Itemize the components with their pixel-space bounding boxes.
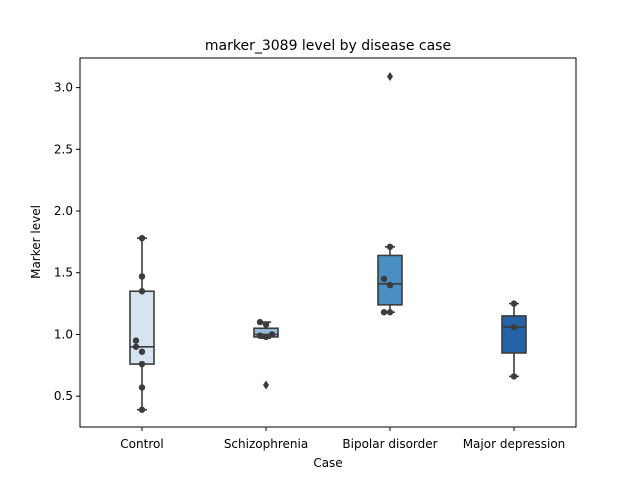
data-point: [380, 309, 388, 316]
data-point: [386, 309, 394, 316]
iqr-box: [501, 315, 527, 354]
y-tick-label: 1.5: [54, 266, 73, 280]
x-tick-label: Control: [120, 437, 163, 451]
box-schizophrenia: [253, 321, 279, 390]
x-axis: Control Schizophrenia Bipolar disorder Majo…: [120, 427, 565, 451]
data-point: [138, 273, 146, 280]
y-axis: 0.5 1.0 1.5 2.0 2.5 3.0: [54, 81, 80, 403]
x-tick-label: Schizophrenia: [224, 437, 308, 451]
swarm-points: [510, 300, 518, 380]
data-point: [510, 323, 518, 331]
outlier-marker: [387, 72, 393, 82]
data-point: [138, 406, 146, 413]
x-tick-label: Major depression: [463, 437, 566, 451]
box-major-depression: [501, 302, 527, 378]
y-tick-label: 1.0: [54, 327, 73, 341]
y-tick-label: 0.5: [54, 389, 73, 403]
swarm-points: [380, 243, 394, 316]
data-point: [386, 281, 394, 289]
y-tick-label: 2.5: [54, 142, 73, 156]
y-tick-label: 3.0: [54, 81, 73, 95]
plot-frame: [79, 57, 577, 428]
data-point: [256, 332, 264, 339]
y-tick-label: 2.0: [54, 204, 73, 218]
data-point: [132, 343, 140, 350]
box-bipolar-disorder: [377, 72, 403, 314]
swarm-points: [132, 234, 146, 413]
data-point: [386, 243, 394, 251]
data-point: [268, 331, 276, 338]
outlier-marker: [263, 380, 269, 390]
data-point: [138, 234, 146, 242]
plot-marks: [129, 72, 527, 413]
y-axis-label: Marker level: [29, 205, 43, 279]
data-point: [380, 275, 388, 283]
data-point: [262, 333, 270, 341]
data-point: [510, 300, 518, 307]
data-point: [256, 318, 264, 326]
x-axis-label: Case: [313, 456, 342, 470]
x-tick-label: Bipolar disorder: [342, 437, 437, 451]
data-point: [138, 360, 146, 368]
data-point: [510, 373, 518, 380]
data-point: [262, 321, 270, 328]
swarm-points: [256, 318, 276, 341]
data-point: [138, 384, 146, 391]
data-point: [132, 337, 140, 344]
data-point: [138, 288, 146, 295]
box-control: [129, 237, 155, 411]
data-point: [138, 348, 146, 355]
chart-title: marker_3089 level by disease case: [205, 38, 451, 54]
